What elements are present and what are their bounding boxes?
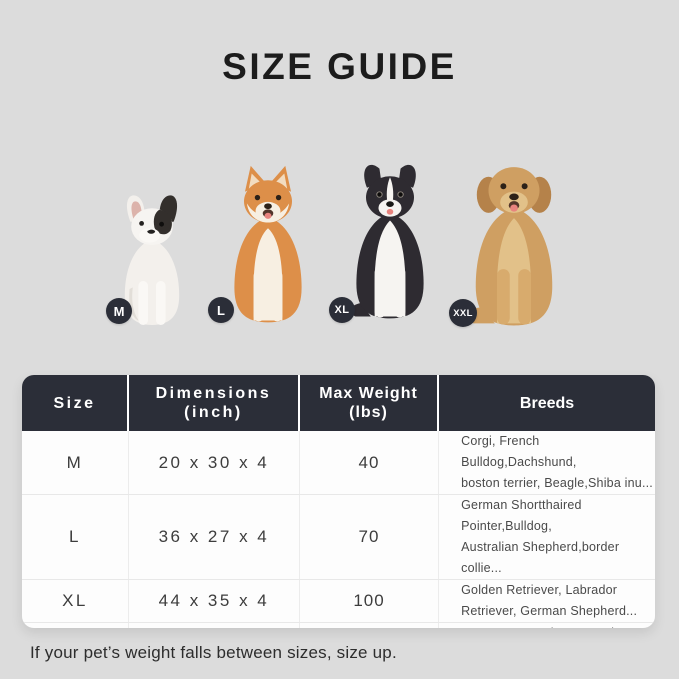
header-breeds-label: Breeds [519, 394, 575, 412]
border-collie-icon [349, 164, 424, 319]
breeds-line: boston terrier, Beagle,Shiba inu... [461, 476, 653, 490]
breeds-line: Great Dane, Saint Bernard , [461, 623, 621, 628]
header-max-weight-label: Max Weight [319, 385, 418, 402]
header-max-weight-unit: (lbs) [349, 404, 388, 421]
header-breeds: Breeds [439, 375, 655, 431]
table-header-row: Size Dimensions (inch) Max Weight (lbs) … [22, 375, 655, 431]
table-row-m: M 20 x 30 x 4 40 Corgi, French Bulldog,D… [22, 431, 655, 494]
size-badge-xl: XL [329, 297, 355, 323]
shiba-inu-photo [220, 162, 316, 332]
cell-max-weight: 100 [300, 580, 440, 622]
header-max-weight: Max Weight (lbs) [300, 375, 440, 431]
cell-size: M [22, 431, 129, 494]
cell-dimensions: 20 x 30 x 4 [129, 431, 300, 494]
cell-dimensions: 47 x35 x 4 [129, 623, 300, 628]
header-dimensions-unit: (inch) [184, 404, 243, 421]
table-row-xl: XL 44 x 35 x 4 100 Golden Retriever, Lab… [22, 579, 655, 622]
breeds-line: German Shortthaired Pointer,Bulldog, [461, 498, 582, 533]
size-badge-xxl-label: XXL [453, 307, 473, 319]
cell-breeds: Corgi, French Bulldog,Dachshund, boston … [439, 431, 655, 494]
cell-size: XL [22, 580, 129, 622]
table-row-xxl: XXL 47 x35 x 4 120 Great Dane, Saint Ber… [22, 622, 655, 628]
sizing-advice-note: If your pet’s weight falls between sizes… [30, 643, 397, 662]
border-collie-photo [342, 154, 438, 332]
size-badge-l: L [208, 297, 234, 323]
header-size-label: Size [53, 394, 96, 412]
cell-breeds: Golden Retriever, Labrador Retriever, Ge… [439, 580, 655, 622]
size-badge-xl-label: XL [334, 304, 350, 316]
golden-retriever-icon [466, 167, 553, 326]
size-badge-m: M [106, 298, 132, 324]
header-size: Size [22, 375, 129, 431]
shiba-inu-icon [234, 165, 302, 323]
golden-retriever-photo [458, 148, 570, 334]
size-badge-m-label: M [113, 303, 125, 319]
breeds-line: Corgi, French Bulldog,Dachshund, [461, 434, 577, 469]
breeds-line: Australian Shepherd,border collie... [461, 540, 620, 575]
cell-max-weight: 120 [300, 623, 440, 628]
cell-max-weight: 40 [300, 431, 440, 494]
table-row-l: L 36 x 27 x 4 70 German Shortthaired Poi… [22, 494, 655, 579]
cell-breeds: Great Dane, Saint Bernard , Bernese Moun… [439, 623, 655, 628]
page-title: SIZE GUIDE [222, 46, 457, 87]
size-guide-table: Size Dimensions (inch) Max Weight (lbs) … [22, 375, 655, 628]
size-badge-xxl: XXL [449, 299, 477, 327]
breeds-line: Retriever, German Shepherd... [461, 604, 638, 618]
cell-dimensions: 44 x 35 x 4 [129, 580, 300, 622]
table-body: M 20 x 30 x 4 40 Corgi, French Bulldog,D… [22, 431, 655, 628]
cell-size: L [22, 495, 129, 579]
cell-max-weight: 70 [300, 495, 440, 579]
french-bulldog-photo [112, 192, 192, 334]
size-badge-l-label: L [217, 302, 225, 318]
header-dimensions-label: Dimensions [155, 385, 272, 402]
header-dimensions: Dimensions (inch) [129, 375, 300, 431]
french-bulldog-icon [124, 195, 180, 325]
cell-dimensions: 36 x 27 x 4 [129, 495, 300, 579]
breeds-line: Golden Retriever, Labrador [461, 583, 618, 597]
cell-breeds: German Shortthaired Pointer,Bulldog, Aus… [439, 495, 655, 579]
cell-size: XXL [22, 623, 129, 628]
